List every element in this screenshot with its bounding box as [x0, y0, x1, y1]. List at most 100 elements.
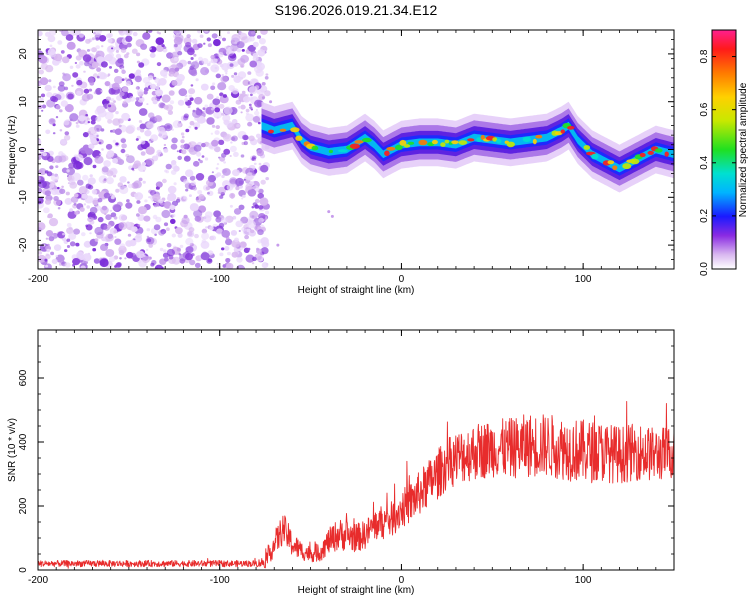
ridge-hotspot [403, 144, 411, 148]
noise-dot [50, 251, 55, 256]
noise-dot [184, 98, 189, 102]
noise-dot [206, 258, 213, 264]
noise-dot [74, 61, 78, 65]
ridge-center [261, 121, 674, 173]
noise-dot [250, 93, 253, 97]
noise-dot [160, 153, 164, 156]
noise-dot [251, 155, 257, 160]
noise-dot [154, 115, 162, 122]
noise-dot [258, 188, 264, 194]
noise-dot [188, 125, 192, 129]
noise-dot [167, 185, 177, 194]
noise-dot [199, 160, 203, 164]
noise-dot [74, 211, 79, 215]
noise-dot [59, 188, 66, 195]
noise-dot [106, 150, 115, 158]
noise-dot [163, 249, 167, 253]
noise-dot [38, 30, 43, 37]
noise-dot [86, 205, 90, 209]
noise-dot [144, 199, 148, 203]
noise-dot [142, 255, 150, 264]
noise-dot [90, 137, 97, 144]
noise-dot [92, 164, 97, 169]
noise-dot [236, 264, 245, 269]
noise-dot [207, 43, 212, 48]
noise-dot [178, 88, 188, 97]
noise-dot [155, 85, 160, 90]
noise-dot [86, 49, 91, 52]
noise-dot [147, 75, 154, 81]
noise-dot [228, 46, 233, 51]
noise-dot [105, 214, 112, 221]
noise-dot [153, 203, 158, 208]
noise-dot [258, 217, 264, 223]
noise-dot [136, 126, 141, 131]
noise-dot [85, 148, 93, 156]
noise-dot [66, 222, 72, 228]
ridge-hotspot [476, 137, 482, 143]
noise-dot [210, 132, 214, 135]
noise-dot [44, 190, 52, 197]
noise-dot [197, 43, 203, 48]
colorbar-tick-label: 0.6 [699, 102, 710, 116]
noise-dot [225, 238, 233, 246]
noise-dot [69, 181, 78, 189]
noise-dot [119, 91, 125, 97]
noise-dot [203, 215, 212, 223]
noise-dot [125, 240, 133, 247]
noise-dot [217, 51, 224, 58]
noise-dot [190, 70, 198, 77]
noise-dot [163, 123, 173, 132]
noise-dot [140, 140, 146, 145]
colorbar-tick-label: 0.2 [699, 209, 710, 223]
noise-dot [223, 106, 233, 115]
noise-dot [187, 60, 192, 65]
noise-dot [231, 74, 235, 78]
noise-dot [115, 142, 119, 146]
noise-dot [39, 77, 49, 86]
noise-dot [43, 207, 50, 214]
noise-dot [213, 110, 223, 119]
noise-dot [38, 180, 47, 189]
noise-dot [154, 77, 161, 83]
noise-dot [103, 192, 111, 199]
noise-dot [112, 139, 117, 143]
noise-dot [227, 53, 237, 62]
noise-dot [232, 169, 240, 177]
noise-dot [112, 118, 121, 126]
noise-dot [223, 148, 231, 155]
ridge-hotspot [440, 142, 446, 147]
noise-dot [47, 35, 56, 43]
noise-dot [219, 195, 224, 199]
noise-dot [163, 148, 169, 153]
noise-dot [240, 63, 245, 68]
noise-dot [45, 254, 51, 260]
noise-dot [194, 262, 201, 268]
noise-dot [235, 186, 240, 191]
noise-dot [107, 38, 113, 44]
noise-dot [109, 209, 113, 212]
noise-dot [171, 160, 177, 165]
noise-dot [177, 233, 183, 238]
noise-dot [165, 163, 172, 170]
noise-dot [255, 133, 261, 139]
noise-dot [236, 124, 241, 128]
noise-dot [45, 264, 49, 268]
noise-dot [40, 93, 46, 98]
noise-dot [148, 140, 151, 144]
noise-dot [59, 129, 63, 132]
noise-dot [38, 69, 44, 75]
noise-dot [110, 98, 115, 102]
snr-plot-area [38, 401, 674, 569]
ridge-hotspot [295, 135, 303, 141]
noise-dot [46, 248, 50, 253]
noise-dot [114, 235, 117, 239]
noise-dot [57, 186, 60, 190]
noise-dot [185, 41, 192, 48]
noise-dot [221, 63, 230, 71]
noise-dot [93, 30, 103, 36]
noise-dot [119, 176, 127, 183]
noise-dot [99, 72, 108, 80]
noise-dot [173, 30, 182, 35]
ridge-hotspot [467, 138, 475, 142]
